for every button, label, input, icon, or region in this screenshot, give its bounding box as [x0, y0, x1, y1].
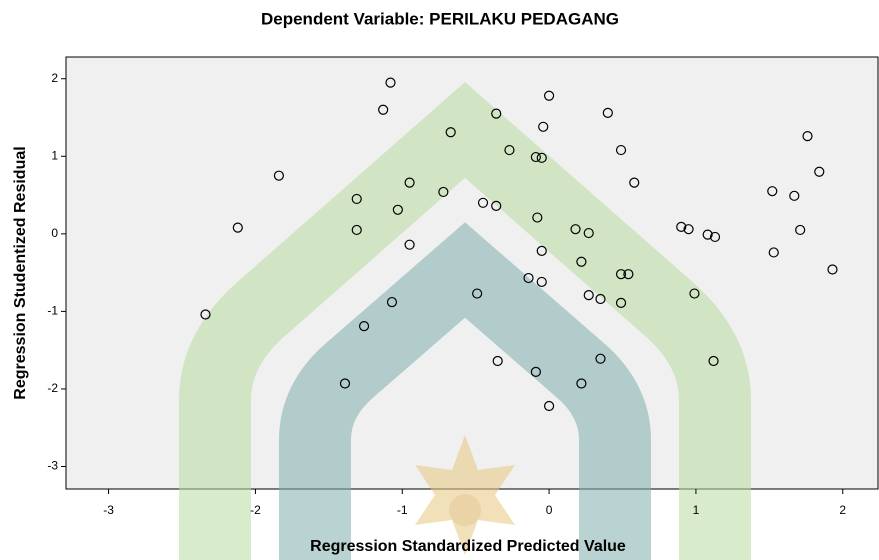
- x-tick-label: 2: [839, 503, 846, 517]
- y-tick-label: 1: [51, 148, 58, 162]
- chart: Dependent Variable: PERILAKU PEDAGANG Re…: [0, 0, 879, 560]
- x-tick-label: -2: [250, 503, 261, 517]
- y-axis-title: Regression Studentized Residual: [12, 146, 29, 399]
- watermark-dot: [449, 494, 481, 526]
- y-tick-label: 2: [51, 71, 58, 85]
- x-tick-label: 0: [546, 503, 553, 517]
- y-tick-label: -2: [47, 381, 58, 395]
- x-tick-label: -1: [397, 503, 408, 517]
- y-tick-label: -1: [47, 304, 58, 318]
- x-tick-label: -3: [103, 503, 114, 517]
- x-tick-label: 1: [693, 503, 700, 517]
- x-axis-title: Regression Standardized Predicted Value: [310, 538, 626, 555]
- y-tick-label: 0: [51, 226, 58, 240]
- y-tick-label: -3: [47, 459, 58, 473]
- chart-title: Dependent Variable: PERILAKU PEDAGANG: [261, 9, 619, 28]
